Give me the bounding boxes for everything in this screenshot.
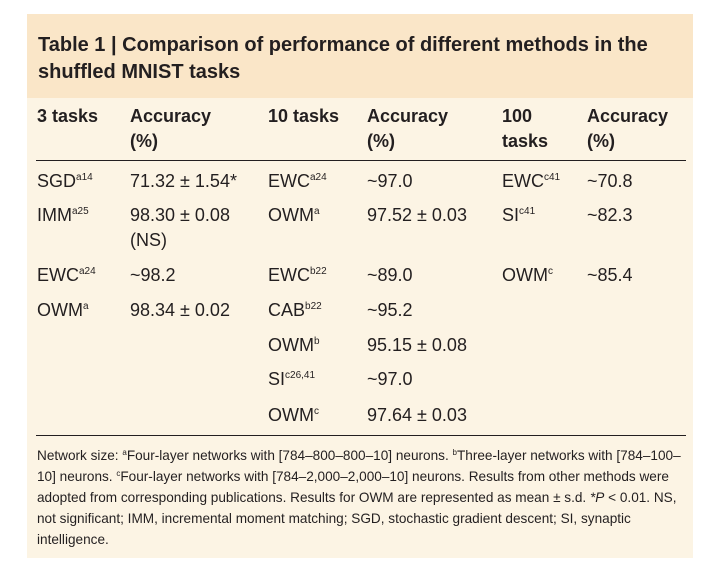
accuracy-cell: 97.52 ± 0.03 <box>367 205 467 225</box>
header-100-tasks: tasks <box>502 131 549 151</box>
header-3-tasks: 3 tasks <box>37 106 99 126</box>
header-10-tasks: 10 tasks <box>268 106 340 126</box>
method-cell: EWCa24 <box>268 171 327 191</box>
accuracy-cell: ~89.0 <box>367 265 413 285</box>
accuracy-cell: 71.32 ± 1.54* <box>130 171 237 191</box>
accuracy-cell: 98.34 ± 0.02 <box>130 300 230 320</box>
table-panel <box>27 14 693 558</box>
accuracy-cell: 95.15 ± 0.08 <box>367 335 467 355</box>
method-cell: EWCc41 <box>502 171 561 191</box>
accuracy-cell: ~97.0 <box>367 171 413 191</box>
method-cell: EWCb22 <box>268 265 327 285</box>
method-cell: IMMa25 <box>37 205 89 225</box>
method-cell: EWCa24 <box>37 265 96 285</box>
accuracy-cell: 97.64 ± 0.03 <box>367 405 467 425</box>
method-cell: OWMc <box>502 265 553 285</box>
bottom-rule <box>36 435 686 436</box>
method-cell: OWMc <box>268 405 319 425</box>
table-footnote: Network size: aFour-layer networks with … <box>37 448 681 547</box>
header-accuracy-1: Accuracy <box>130 106 212 126</box>
header-rule <box>36 160 686 161</box>
method-cell: OWMa <box>37 300 89 320</box>
accuracy-cell: ~98.2 <box>130 265 176 285</box>
header-accuracy-2: Accuracy <box>367 106 449 126</box>
accuracy-cell: ~97.0 <box>367 369 413 389</box>
accuracy-cell: ~82.3 <box>587 205 633 225</box>
header-accuracy-2-unit: (%) <box>367 131 395 151</box>
accuracy-cell: ~95.2 <box>367 300 413 320</box>
header-accuracy-3-unit: (%) <box>587 131 615 151</box>
header-accuracy-3: Accuracy <box>587 106 669 126</box>
method-cell: SIc41 <box>502 205 536 225</box>
method-cell: CABb22 <box>268 300 322 320</box>
accuracy-cell: 98.30 ± 0.08 <box>130 205 230 225</box>
method-cell: OWMa <box>268 205 320 225</box>
header-accuracy-1-unit: (%) <box>130 131 158 151</box>
accuracy-cell: ~70.8 <box>587 171 633 191</box>
method-cell: SGDa14 <box>37 171 93 191</box>
header-100: 100 <box>502 106 533 126</box>
table-title: Table 1 | Comparison of performance of d… <box>38 34 648 83</box>
title-band <box>27 14 693 98</box>
method-cell: SIc26,41 <box>268 369 316 389</box>
accuracy-cell: ~85.4 <box>587 265 633 285</box>
method-cell: OWMb <box>268 335 320 355</box>
significance-cell: (NS) <box>130 230 167 250</box>
